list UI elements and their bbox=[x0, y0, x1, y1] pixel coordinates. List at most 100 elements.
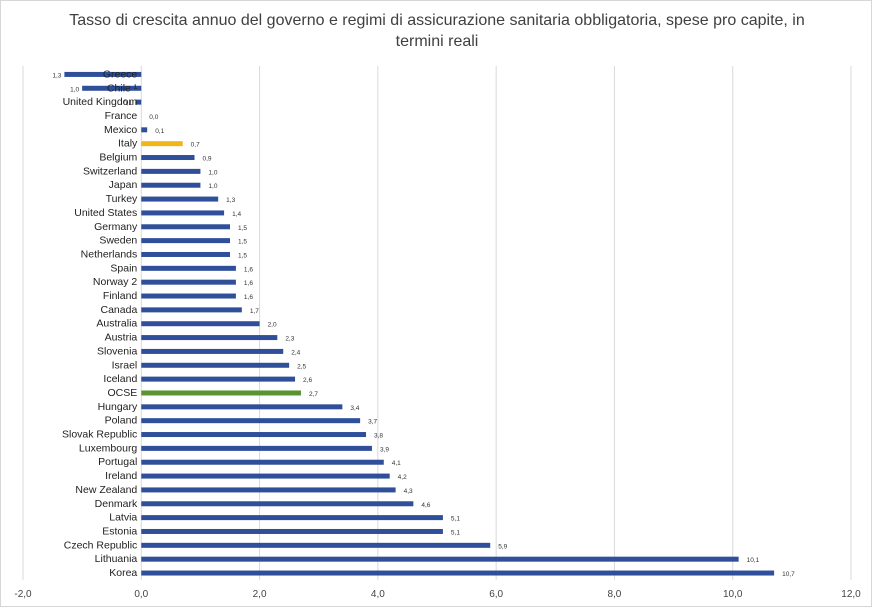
data-label: 0,7 bbox=[191, 142, 200, 149]
bar bbox=[141, 265, 236, 271]
category-label: Switzerland bbox=[83, 165, 137, 177]
data-label: 1,4 bbox=[232, 211, 241, 218]
bar bbox=[141, 487, 396, 493]
data-label: 1,5 bbox=[238, 225, 247, 232]
category-label: Luxembourg bbox=[79, 442, 138, 454]
x-tick-label: -2,0 bbox=[14, 589, 32, 600]
bar bbox=[64, 71, 142, 77]
data-label: 0,1 bbox=[123, 100, 132, 107]
data-label: 0,0 bbox=[149, 114, 158, 121]
bar bbox=[141, 293, 236, 299]
bar bbox=[141, 196, 219, 202]
category-label: Slovak Republic bbox=[62, 429, 137, 441]
data-label: 3,8 bbox=[374, 433, 383, 440]
category-label: Czech Republic bbox=[64, 539, 138, 551]
data-label: 1,0 bbox=[208, 183, 217, 190]
chart-title: Tasso di crescita annuo del governo e re… bbox=[69, 12, 805, 50]
bar bbox=[141, 168, 201, 174]
category-label: Portugal bbox=[98, 456, 137, 468]
data-label: 2,0 bbox=[268, 322, 277, 329]
category-label: Austria bbox=[105, 332, 138, 344]
bar bbox=[141, 501, 414, 507]
bar bbox=[141, 321, 260, 327]
data-label: 1,6 bbox=[244, 266, 253, 273]
bar bbox=[141, 404, 343, 410]
data-label: 2,7 bbox=[309, 391, 318, 398]
data-label: 5,9 bbox=[498, 543, 507, 550]
bar bbox=[141, 155, 195, 161]
bar bbox=[135, 99, 142, 105]
bar bbox=[141, 279, 236, 285]
data-label: 1,5 bbox=[238, 239, 247, 246]
data-label: 1,7 bbox=[250, 308, 259, 315]
bar bbox=[141, 238, 230, 244]
data-label: 1,3 bbox=[226, 197, 235, 204]
data-label: 10,1 bbox=[747, 557, 760, 564]
data-label: 2,5 bbox=[297, 363, 306, 370]
category-label: Norway 2 bbox=[93, 276, 138, 288]
category-label: OCSE bbox=[108, 387, 138, 399]
data-label: 1,3 bbox=[52, 72, 61, 79]
category-label: Iceland bbox=[103, 373, 137, 385]
category-label: Finland bbox=[103, 290, 138, 302]
category-label: Australia bbox=[96, 318, 137, 330]
bar bbox=[141, 362, 290, 368]
category-label: Denmark bbox=[95, 498, 138, 510]
data-label: 0,9 bbox=[203, 156, 212, 163]
data-label: 1,5 bbox=[238, 252, 247, 259]
category-label: Hungary bbox=[98, 401, 138, 413]
data-label: 3,9 bbox=[380, 446, 389, 453]
category-label: Slovenia bbox=[97, 345, 137, 357]
category-label: New Zealand bbox=[75, 484, 137, 496]
category-label: United States bbox=[74, 207, 137, 219]
data-label: 1,6 bbox=[244, 280, 253, 287]
data-label: 10,7 bbox=[782, 571, 795, 578]
category-label: Korea bbox=[109, 567, 137, 579]
bar bbox=[141, 307, 242, 313]
bar bbox=[141, 141, 183, 147]
bar bbox=[141, 473, 390, 479]
data-label: 4,6 bbox=[421, 502, 430, 509]
category-label: United Kingdom bbox=[63, 96, 138, 108]
category-label: Turkey bbox=[106, 193, 138, 205]
data-label: 3,4 bbox=[350, 405, 359, 412]
x-tick-label: 10,0 bbox=[723, 589, 743, 600]
bar bbox=[141, 127, 148, 133]
bar bbox=[141, 556, 739, 562]
bar bbox=[141, 251, 230, 257]
data-label: 1,0 bbox=[70, 86, 79, 93]
bar bbox=[141, 445, 372, 451]
bar bbox=[141, 570, 775, 576]
data-label: 3,7 bbox=[368, 419, 377, 426]
category-label: Chile ¹ bbox=[107, 82, 138, 94]
category-label: Italy bbox=[118, 138, 138, 150]
data-label: 2,6 bbox=[303, 377, 312, 384]
bar bbox=[141, 224, 230, 230]
bar bbox=[141, 348, 284, 354]
category-label: Belgium bbox=[99, 152, 137, 164]
data-label: 5,1 bbox=[451, 529, 460, 536]
data-label: 4,2 bbox=[398, 474, 407, 481]
category-label: France bbox=[105, 110, 138, 122]
x-tick-label: 6,0 bbox=[489, 589, 503, 600]
bar bbox=[141, 390, 301, 396]
category-label: Sweden bbox=[99, 235, 137, 247]
x-tick-label: 0,0 bbox=[134, 589, 148, 600]
bar bbox=[141, 515, 443, 521]
category-label: Estonia bbox=[102, 525, 137, 537]
bar bbox=[141, 182, 201, 188]
category-label: Greece bbox=[103, 68, 138, 80]
category-label: Spain bbox=[110, 262, 137, 274]
category-label: Poland bbox=[105, 415, 138, 427]
bar bbox=[82, 85, 142, 91]
bar bbox=[141, 459, 384, 465]
data-label: 1,0 bbox=[208, 169, 217, 176]
x-tick-label: 2,0 bbox=[253, 589, 267, 600]
data-label: 2,3 bbox=[285, 336, 294, 343]
data-label: 5,1 bbox=[451, 516, 460, 523]
bar bbox=[141, 542, 491, 548]
category-label: Lithuania bbox=[95, 553, 138, 565]
bar bbox=[141, 432, 367, 438]
